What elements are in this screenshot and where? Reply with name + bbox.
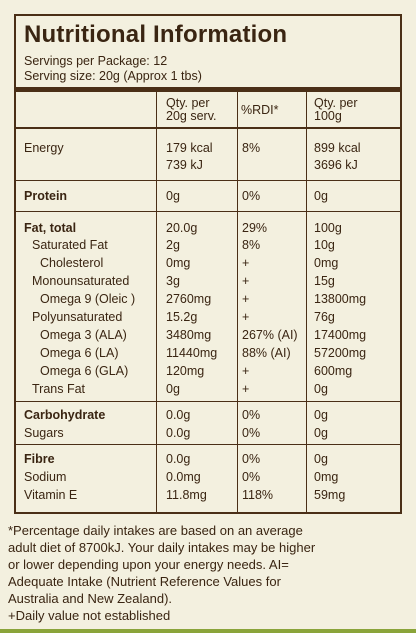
row-per100: 0g	[314, 452, 328, 466]
row-rdi: 0%	[242, 426, 261, 440]
row-rdi: +	[242, 274, 250, 288]
column-divider	[237, 92, 238, 514]
row-serve: 0g	[166, 382, 180, 396]
row-per100: 57200mg	[314, 346, 367, 360]
row-rdi: 8%	[242, 141, 261, 155]
row-name: Energy	[24, 141, 64, 155]
footnote-line: *Percentage daily intakes are based on a…	[8, 523, 303, 538]
row-name: Protein	[24, 189, 68, 203]
row-rdi: 88% (AI)	[242, 346, 291, 360]
row-name: Omega 6 (LA)	[40, 346, 119, 360]
row-per100: 0g	[314, 189, 328, 203]
row-per100: 899 kcal	[314, 141, 361, 155]
row-per100: 100g	[314, 221, 342, 235]
row-per100: 0mg	[314, 256, 339, 270]
column-divider	[156, 92, 157, 514]
row-serve: 0.0g	[166, 426, 191, 440]
serving-size: Serving size: 20g (Approx 1 tbs)	[24, 69, 202, 83]
column-header-rdi: %RDI*	[241, 103, 279, 117]
row-rdi: +	[242, 292, 250, 306]
column-header-serve: Qty. per	[166, 96, 210, 110]
row-rdi: 8%	[242, 238, 261, 252]
row-rdi: +	[242, 364, 250, 378]
row-per100: 17400mg	[314, 328, 367, 342]
servings-per-package: Servings per Package: 12	[24, 54, 168, 68]
row-per100: 13800mg	[314, 292, 367, 306]
footnote-line: or lower depending upon your energy need…	[8, 557, 289, 572]
column-header-serve-sub: 20g serv.	[166, 109, 217, 123]
row-per100: 0g	[314, 382, 328, 396]
row-rdi: 267% (AI)	[242, 328, 298, 342]
row-name: Monounsaturated	[32, 274, 130, 288]
row-name: Trans Fat	[32, 382, 86, 396]
row-rule	[16, 211, 400, 212]
column-header-100g-sub: 100g	[314, 109, 342, 123]
row-serve: 11.8mg	[166, 488, 207, 502]
row-serve: 0.0g	[166, 408, 191, 422]
column-header-100g: Qty. per	[314, 96, 358, 110]
row-serve: 2g	[166, 238, 180, 252]
row-rule	[16, 127, 400, 129]
row-rdi: +	[242, 382, 250, 396]
row-serve: 0.0g	[166, 452, 191, 466]
row-per100: 76g	[314, 310, 335, 324]
row-name: Carbohydrate	[24, 408, 106, 422]
column-divider	[306, 92, 307, 514]
panel-title: Nutritional Information	[24, 21, 288, 48]
row-name: Sugars	[24, 426, 64, 440]
row-serve: 0g	[166, 189, 180, 203]
row-rdi: +	[242, 256, 250, 270]
row-name: Omega 6 (GLA)	[40, 364, 129, 378]
row-serve: 3480mg	[166, 328, 212, 342]
row-rdi: 29%	[242, 221, 268, 235]
footnote-line: Adequate Intake (Nutrient Reference Valu…	[8, 574, 281, 589]
row-rdi: 118%	[242, 488, 274, 502]
row-name: Sodium	[24, 470, 67, 484]
row-serve: 0mg	[166, 256, 191, 270]
row-serve: 3g	[166, 274, 180, 288]
row-rule	[16, 401, 400, 402]
row-name: Polyunsaturated	[32, 310, 123, 324]
row-serve: 20.0g	[166, 221, 198, 235]
row-rdi: 0%	[242, 452, 261, 466]
row-name: Vitamin E	[24, 488, 78, 502]
row-per100: 0mg	[314, 470, 339, 484]
row-name: Cholesterol	[40, 256, 104, 270]
row-rule	[16, 180, 400, 181]
footnote-line: +Daily value not established	[8, 608, 171, 623]
row-per100: 15g	[314, 274, 335, 288]
row-serve: 179 kcal	[166, 141, 213, 155]
row-per100: 0g	[314, 426, 328, 440]
bottom-accent-stripe	[0, 629, 416, 633]
footnote: *Percentage daily intakes are based on a…	[8, 522, 408, 624]
row-rule	[16, 444, 400, 445]
row-rdi: 0%	[242, 189, 261, 203]
row-per100: 10g	[314, 238, 335, 252]
row-per100: 3696 kJ	[314, 158, 358, 172]
nutrition-panel: Nutritional Information Servings per Pac…	[14, 14, 402, 514]
row-serve: 15.2g	[166, 310, 198, 324]
footnote-line: Australia and New Zealand).	[8, 591, 173, 606]
row-serve: 2760mg	[166, 292, 212, 306]
row-rdi: +	[242, 310, 250, 324]
row-name: Fat, total	[24, 221, 77, 235]
row-rdi: 0%	[242, 470, 261, 484]
row-per100: 59mg	[314, 488, 346, 502]
header-rule	[16, 87, 400, 92]
row-serve: 120mg	[166, 364, 205, 378]
row-per100: 600mg	[314, 364, 353, 378]
row-name: Saturated Fat	[32, 238, 108, 252]
row-name: Omega 9 (Oleic )	[40, 292, 136, 306]
row-serve: 739 kJ	[166, 158, 203, 172]
row-serve: 11440mg	[166, 346, 218, 360]
row-rdi: 0%	[242, 408, 261, 422]
row-name: Fibre	[24, 452, 55, 466]
footnote-line: adult diet of 8700kJ. Your daily intakes…	[8, 540, 316, 555]
row-serve: 0.0mg	[166, 470, 201, 484]
row-per100: 0g	[314, 408, 328, 422]
row-name: Omega 3 (ALA)	[40, 328, 127, 342]
